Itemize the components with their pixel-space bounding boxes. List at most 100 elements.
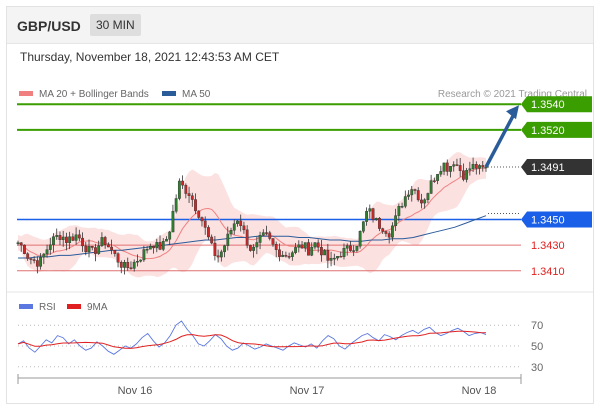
candle-body: [258, 235, 262, 243]
candle-body: [413, 189, 417, 191]
candle-body: [171, 211, 175, 233]
ma20-line: [17, 167, 487, 260]
candle-body: [442, 162, 446, 172]
candle-body: [420, 199, 423, 204]
candle-body: [445, 162, 449, 172]
candle-body: [123, 262, 126, 268]
level-labels: 1.3540 1.3520 1.3491 1.3450 1.3430 1.3410: [521, 96, 592, 278]
candle-body: [268, 232, 272, 239]
candle-body: [52, 236, 55, 246]
candle-body: [336, 256, 339, 259]
candle-body: [71, 236, 75, 241]
candle-body: [310, 246, 314, 256]
bollinger-band-area: [18, 152, 486, 278]
candle-body: [216, 255, 220, 258]
timeframe-button[interactable]: 30 MIN: [90, 14, 141, 36]
candle-body: [394, 215, 398, 227]
candle-body: [252, 246, 256, 251]
candle-body: [455, 164, 459, 166]
candle-body: [426, 193, 430, 200]
candle-body: [274, 244, 278, 250]
x-tick-label: Nov 17: [290, 385, 325, 397]
candle-body: [281, 254, 285, 257]
candle-body: [407, 194, 410, 197]
candle-body: [190, 195, 194, 200]
candle-body: [439, 171, 443, 175]
legend-label-9ma: 9MA: [87, 302, 108, 313]
candle-body: [174, 198, 178, 212]
legend: MA 20 + Bollinger Bands MA 50 Research ©…: [19, 89, 587, 100]
candle-body: [278, 249, 281, 257]
candle-body: [313, 242, 317, 248]
candle-body: [242, 225, 246, 231]
candle-body: [307, 242, 310, 256]
candle-body: [468, 168, 472, 171]
candle-body: [39, 256, 42, 267]
candle-body: [397, 206, 401, 216]
candle-body: [129, 267, 133, 269]
candle-body: [100, 237, 104, 246]
resistance-label-tag: [521, 96, 592, 113]
legend-label-ma20: MA 20 + Bollinger Bands: [39, 89, 149, 100]
candle-body: [290, 252, 294, 257]
rsi-tick-label: 70: [531, 320, 543, 332]
current-price-tag: [521, 159, 592, 175]
candle-body: [35, 260, 39, 267]
candle-body: [48, 244, 52, 250]
rsi-ma-line: [17, 330, 487, 349]
candle-body: [65, 236, 68, 243]
candle-body: [187, 193, 191, 196]
candle-body: [245, 229, 249, 246]
candle-body: [471, 164, 475, 169]
candle-body: [416, 190, 420, 201]
candle-body: [403, 196, 407, 207]
candle-body: [84, 245, 88, 253]
x-tick-label: Nov 18: [462, 385, 497, 397]
rsi-legend: RSI 9MA: [19, 302, 108, 313]
candle-body: [361, 221, 365, 232]
candle-body: [29, 258, 33, 260]
candle-body: [300, 244, 304, 249]
candle-body: [236, 220, 239, 224]
candle-body: [371, 208, 375, 220]
candle-body: [74, 234, 78, 241]
candle-body: [55, 235, 59, 237]
x-axis: Nov 16 Nov 17 Nov 18: [17, 374, 522, 397]
candle-body: [365, 211, 368, 222]
candle-body: [210, 236, 214, 244]
candle-body: [271, 238, 275, 245]
resistance-label-tag: [521, 121, 592, 138]
candle-body: [326, 250, 330, 261]
chart-timestamp: Thursday, November 18, 2021 12:43:53 AM …: [20, 50, 280, 64]
candle-body: [410, 189, 414, 196]
candle-body: [113, 250, 117, 254]
candle-body: [329, 258, 333, 261]
candle-body: [194, 199, 197, 212]
support-label: 1.3430: [531, 240, 565, 252]
candle-body: [106, 244, 110, 248]
candle-body: [132, 261, 136, 269]
candle-body: [303, 242, 307, 249]
candle-body: [229, 230, 233, 235]
candle-body: [429, 180, 433, 194]
candle-body: [77, 234, 81, 239]
candle-body: [261, 232, 265, 236]
candle-body: [87, 246, 91, 253]
candle-body: [148, 245, 152, 250]
candle-body: [342, 248, 346, 257]
candle-body: [400, 206, 404, 208]
candle-body: [355, 245, 359, 251]
candle-body: [94, 247, 97, 254]
candle-body: [32, 259, 36, 261]
candle-body: [103, 237, 107, 245]
forecast-arrow: [484, 105, 519, 168]
candle-body: [61, 236, 65, 240]
candle-body: [42, 253, 46, 258]
rsi-tick-label: 50: [531, 341, 543, 353]
candle-body: [126, 262, 130, 268]
candle-body: [323, 250, 327, 256]
candle-body: [119, 262, 123, 268]
rsi-panel: 70 50 30: [17, 320, 543, 374]
candle-body: [474, 164, 478, 169]
